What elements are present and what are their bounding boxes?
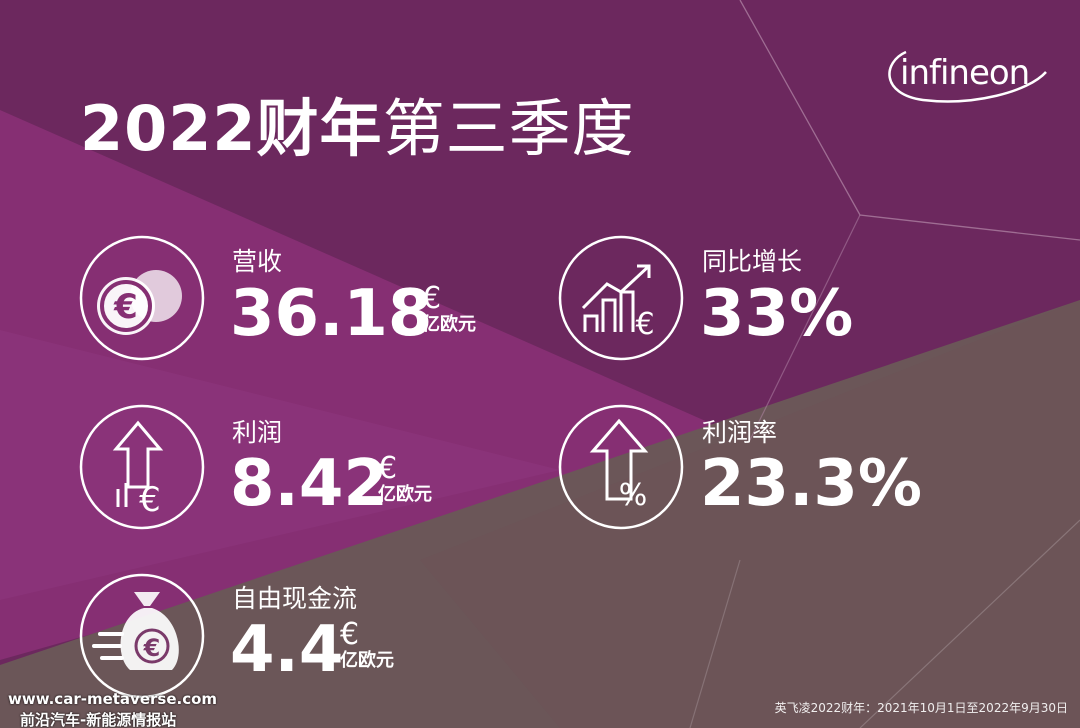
- revenue-unit: € 亿欧元: [422, 284, 476, 336]
- growth-label: 同比增长: [702, 247, 803, 276]
- svg-text:€: €: [113, 287, 138, 327]
- profit-label: 利润: [232, 418, 283, 447]
- cashflow-unit: € 亿欧元: [340, 620, 394, 672]
- revenue-value: 36.18: [230, 277, 433, 351]
- svg-text:€: €: [635, 307, 654, 342]
- cashflow-label: 自由现金流: [232, 584, 358, 613]
- page-title: 2022财年第三季度: [80, 78, 635, 168]
- revenue-currency: €: [422, 281, 442, 316]
- cashflow-value: 4.4: [230, 613, 344, 687]
- revenue-unit-text: 亿欧元: [422, 314, 476, 335]
- watermark-url: www.car-metaverse.com: [8, 690, 218, 708]
- revenue-label: 营收: [232, 247, 283, 276]
- title-light: 第三季度: [382, 92, 635, 165]
- fiscal-year-footnote: 英飞凌2022财年：2021年10月1日至2022年9月30日: [774, 701, 1068, 715]
- svg-text:€: €: [139, 480, 161, 520]
- profit-value: 8.42: [230, 447, 388, 521]
- margin-label: 利润率: [702, 418, 778, 447]
- arrow-up-euro-icon: €: [79, 404, 205, 530]
- profit-unit: € 亿欧元: [378, 454, 432, 506]
- growth-chart-euro-icon: €: [558, 235, 684, 361]
- margin-value: 23.3%: [700, 447, 923, 521]
- logo-text: infineon: [900, 53, 1029, 93]
- profit-unit-text: 亿欧元: [378, 484, 432, 505]
- profit-currency: €: [378, 451, 398, 486]
- cashflow-unit-text: 亿欧元: [340, 650, 394, 671]
- coins-euro-icon: €: [79, 235, 205, 361]
- money-bag-euro-icon: €: [79, 573, 205, 699]
- title-bold: 2022财年: [80, 92, 383, 165]
- svg-text:%: %: [619, 478, 648, 513]
- svg-text:€: €: [143, 634, 161, 662]
- arrow-up-percent-icon: %: [558, 404, 684, 530]
- infineon-logo: infineon: [878, 42, 1048, 112]
- cashflow-currency: €: [340, 617, 360, 652]
- growth-value: 33%: [700, 277, 854, 351]
- watermark-site-name: 前沿汽车-新能源情报站: [20, 711, 177, 728]
